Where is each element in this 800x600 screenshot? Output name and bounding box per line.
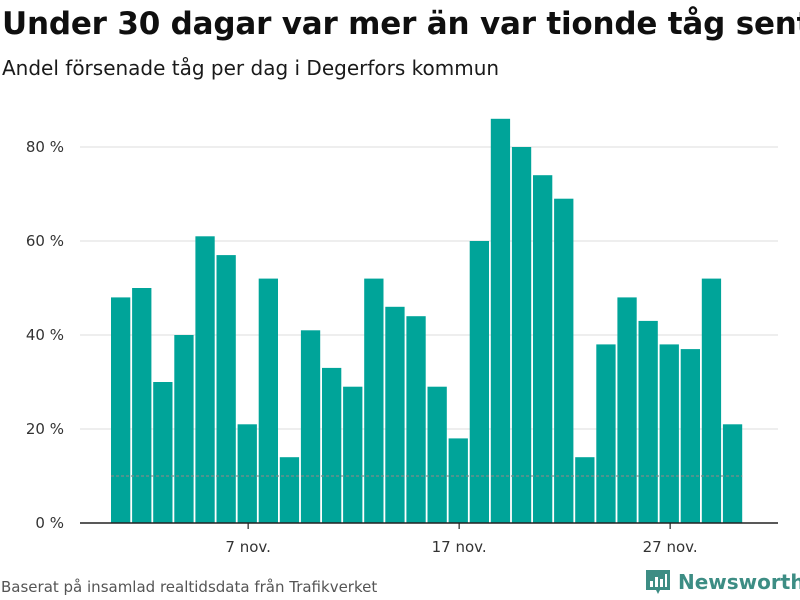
bar (427, 386, 447, 523)
bar (237, 424, 257, 523)
y-tick-label: 0 % (35, 514, 64, 532)
bar (111, 297, 131, 523)
bar (385, 306, 405, 523)
bar (596, 344, 616, 523)
y-tick-label: 40 % (26, 326, 64, 344)
chart-title: Under 30 dagar var mer än var tionde tåg… (2, 6, 800, 42)
chart-subtitle: Andel försenade tåg per dag i Degerfors … (2, 56, 500, 80)
bar (554, 198, 574, 523)
brand-logo: Newsworthy (644, 568, 800, 596)
bar (132, 288, 152, 523)
newsworthy-logo-icon (646, 570, 670, 594)
bar (300, 330, 321, 523)
bar (216, 255, 236, 523)
bar (364, 278, 384, 523)
brand-name: Newsworthy (678, 570, 800, 594)
x-tick-label: 27 nov. (643, 538, 698, 556)
y-tick-label: 20 % (26, 420, 64, 438)
bar (258, 278, 278, 523)
bar (680, 349, 700, 523)
bar (406, 316, 426, 523)
bar (174, 335, 194, 523)
bar (343, 386, 363, 523)
bar (638, 320, 658, 523)
bar (511, 147, 532, 523)
x-tick-label: 17 nov. (432, 538, 487, 556)
bars (111, 118, 743, 524)
y-tick-label: 80 % (26, 138, 64, 156)
x-tick-label: 7 nov. (225, 538, 270, 556)
bar (469, 241, 489, 523)
bar (659, 344, 679, 523)
bar (533, 175, 553, 523)
bar (279, 457, 300, 523)
bar (195, 236, 215, 524)
bar (617, 297, 637, 523)
bar (490, 118, 511, 524)
bar (448, 438, 468, 523)
bar (153, 382, 173, 523)
bar (722, 424, 743, 523)
bar (701, 278, 722, 523)
bar (322, 367, 342, 523)
source-note: Baserat på insamlad realtidsdata från Tr… (1, 578, 378, 596)
bar (575, 457, 595, 523)
y-tick-label: 60 % (26, 232, 64, 250)
axes: 0 % 20 % 40 % 60 % 80 % 7 nov. 17 nov. 27 nov. (26, 138, 778, 556)
